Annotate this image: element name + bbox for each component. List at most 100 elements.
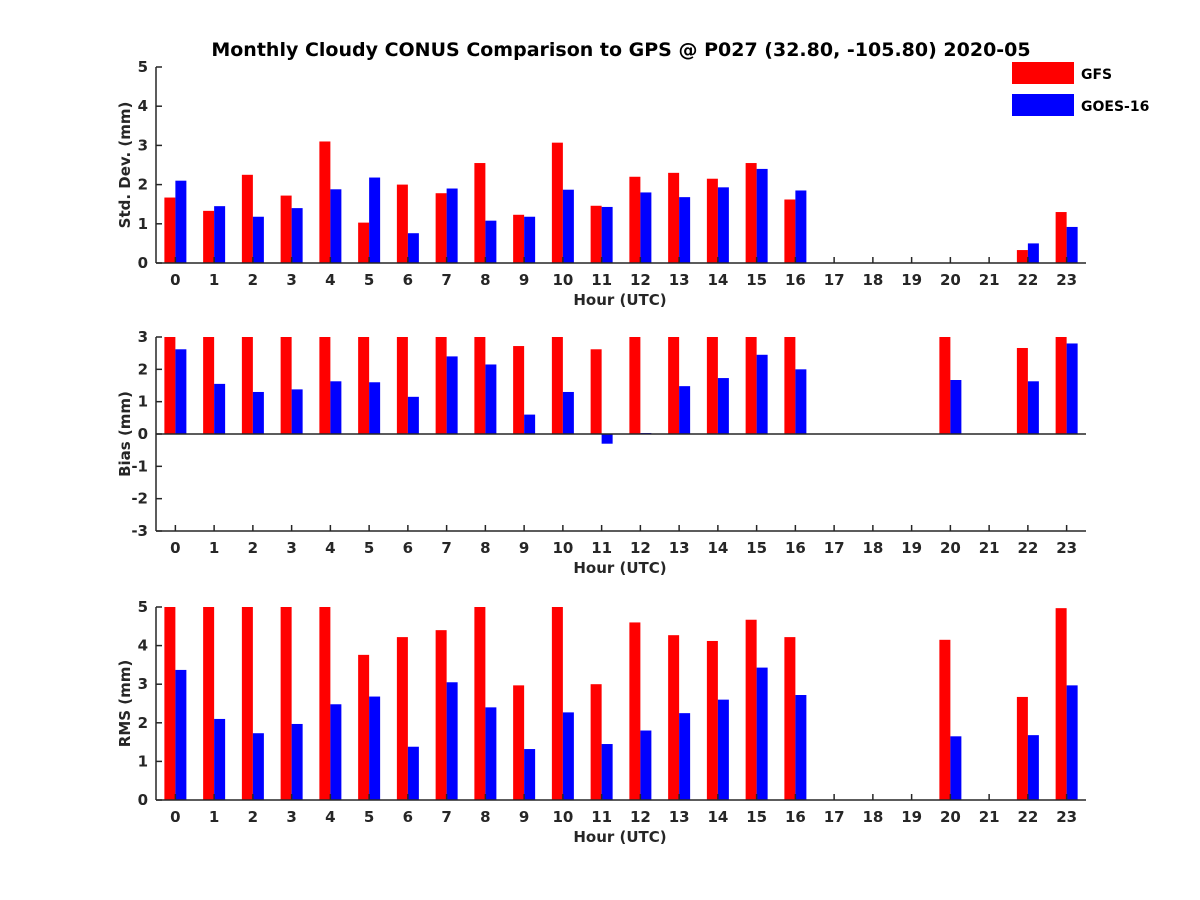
y-tick-label: 0 bbox=[138, 254, 148, 272]
x-tick-label: 10 bbox=[552, 539, 573, 557]
bar-gfs-hour-15 bbox=[745, 337, 757, 434]
x-tick-label: 17 bbox=[824, 808, 845, 826]
bar-goes-16-hour-6 bbox=[407, 746, 419, 800]
bar-gfs-hour-4 bbox=[319, 141, 331, 263]
bar-gfs-hour-0 bbox=[164, 337, 176, 434]
x-tick-label: 21 bbox=[979, 271, 1000, 289]
bar-gfs-hour-2 bbox=[241, 607, 253, 800]
bar-goes-16-hour-0 bbox=[175, 349, 187, 434]
y-axis-label: RMS (mm) bbox=[116, 660, 134, 747]
x-tick-label: 2 bbox=[248, 539, 258, 557]
bar-goes-16-hour-5 bbox=[369, 177, 381, 263]
x-tick-label: 16 bbox=[785, 271, 806, 289]
x-tick-label: 22 bbox=[1017, 539, 1038, 557]
bar-gfs-hour-14 bbox=[706, 337, 718, 434]
bar-gfs-hour-6 bbox=[396, 184, 408, 263]
bar-goes-16-hour-9 bbox=[524, 749, 536, 800]
x-tick-label: 22 bbox=[1017, 808, 1038, 826]
bar-goes-16-hour-12 bbox=[640, 192, 652, 263]
bar-gfs-hour-20 bbox=[939, 337, 951, 434]
x-tick-label: 5 bbox=[364, 271, 374, 289]
bar-gfs-hour-11 bbox=[590, 684, 602, 800]
bar-gfs-hour-12 bbox=[629, 622, 641, 800]
bar-gfs-hour-7 bbox=[435, 337, 447, 434]
y-tick-label: 2 bbox=[138, 176, 148, 194]
bar-goes-16-hour-10 bbox=[562, 712, 574, 800]
x-tick-label: 6 bbox=[403, 539, 413, 557]
x-tick-label: 14 bbox=[707, 539, 728, 557]
bar-gfs-hour-16 bbox=[784, 337, 796, 434]
bar-gfs-hour-3 bbox=[280, 607, 292, 800]
x-tick-label: 23 bbox=[1056, 539, 1077, 557]
x-tick-label: 20 bbox=[940, 808, 961, 826]
x-tick-label: 5 bbox=[364, 539, 374, 557]
y-axis-label: Bias (mm) bbox=[116, 391, 134, 477]
bar-goes-16-hour-7 bbox=[446, 188, 458, 263]
bar-gfs-hour-12 bbox=[629, 337, 641, 434]
x-tick-label: 23 bbox=[1056, 808, 1077, 826]
bar-gfs-hour-8 bbox=[474, 337, 486, 434]
bar-gfs-hour-23 bbox=[1055, 608, 1067, 800]
y-tick-label: -3 bbox=[131, 522, 148, 540]
bar-goes-16-hour-15 bbox=[756, 667, 768, 800]
bar-goes-16-hour-23 bbox=[1066, 226, 1078, 263]
x-tick-label: 4 bbox=[325, 808, 335, 826]
x-tick-label: 18 bbox=[862, 539, 883, 557]
x-tick-label: 6 bbox=[403, 808, 413, 826]
x-tick-label: 0 bbox=[170, 271, 180, 289]
x-tick-label: 1 bbox=[209, 271, 219, 289]
bar-goes-16-hour-0 bbox=[175, 669, 187, 800]
bar-gfs-hour-2 bbox=[241, 174, 253, 263]
x-tick-label: 12 bbox=[630, 271, 651, 289]
bar-goes-16-hour-10 bbox=[562, 391, 574, 434]
bar-goes-16-hour-8 bbox=[485, 364, 497, 434]
bar-gfs-hour-6 bbox=[396, 637, 408, 800]
x-tick-label: 10 bbox=[552, 808, 573, 826]
y-tick-label: 3 bbox=[138, 136, 148, 154]
bar-goes-16-hour-22 bbox=[1027, 243, 1039, 263]
bar-gfs-hour-16 bbox=[784, 199, 796, 263]
y-tick-label: -1 bbox=[131, 457, 148, 475]
bar-goes-16-hour-23 bbox=[1066, 343, 1078, 434]
x-tick-label: 9 bbox=[519, 808, 529, 826]
bar-goes-16-hour-9 bbox=[524, 414, 536, 434]
bar-gfs-hour-10 bbox=[551, 142, 563, 263]
x-tick-label: 15 bbox=[746, 539, 767, 557]
x-tick-label: 16 bbox=[785, 808, 806, 826]
bar-goes-16-hour-4 bbox=[330, 704, 342, 800]
bar-gfs-hour-15 bbox=[745, 619, 757, 800]
bar-goes-16-hour-1 bbox=[214, 383, 226, 434]
bar-gfs-hour-7 bbox=[435, 193, 447, 263]
x-axis-label: Hour (UTC) bbox=[573, 828, 666, 846]
bar-gfs-hour-2 bbox=[241, 337, 253, 434]
x-tick-label: 8 bbox=[480, 539, 490, 557]
bar-gfs-hour-22 bbox=[1016, 347, 1028, 434]
bar-gfs-hour-9 bbox=[513, 214, 525, 263]
bar-goes-16-hour-11 bbox=[601, 744, 613, 800]
bar-goes-16-hour-3 bbox=[291, 389, 303, 434]
x-tick-label: 11 bbox=[591, 539, 612, 557]
x-tick-label: 14 bbox=[707, 271, 728, 289]
y-tick-label: 5 bbox=[138, 598, 148, 616]
bar-gfs-hour-0 bbox=[164, 607, 176, 800]
bar-goes-16-hour-23 bbox=[1066, 685, 1078, 800]
bar-goes-16-hour-0 bbox=[175, 180, 187, 263]
x-tick-label: 22 bbox=[1017, 271, 1038, 289]
x-tick-label: 9 bbox=[519, 271, 529, 289]
bar-gfs-hour-13 bbox=[668, 172, 680, 263]
bar-goes-16-hour-8 bbox=[485, 707, 497, 800]
y-tick-label: 4 bbox=[138, 637, 148, 655]
bar-goes-16-hour-13 bbox=[679, 713, 691, 800]
bar-goes-16-hour-6 bbox=[407, 396, 419, 434]
x-tick-label: 20 bbox=[940, 271, 961, 289]
bar-goes-16-hour-4 bbox=[330, 381, 342, 434]
figure-title: Monthly Cloudy CONUS Comparison to GPS @… bbox=[211, 39, 1030, 61]
bar-gfs-hour-3 bbox=[280, 195, 292, 263]
bar-gfs-hour-9 bbox=[513, 685, 525, 800]
legend-label-goes-16: GOES-16 bbox=[1081, 99, 1149, 115]
